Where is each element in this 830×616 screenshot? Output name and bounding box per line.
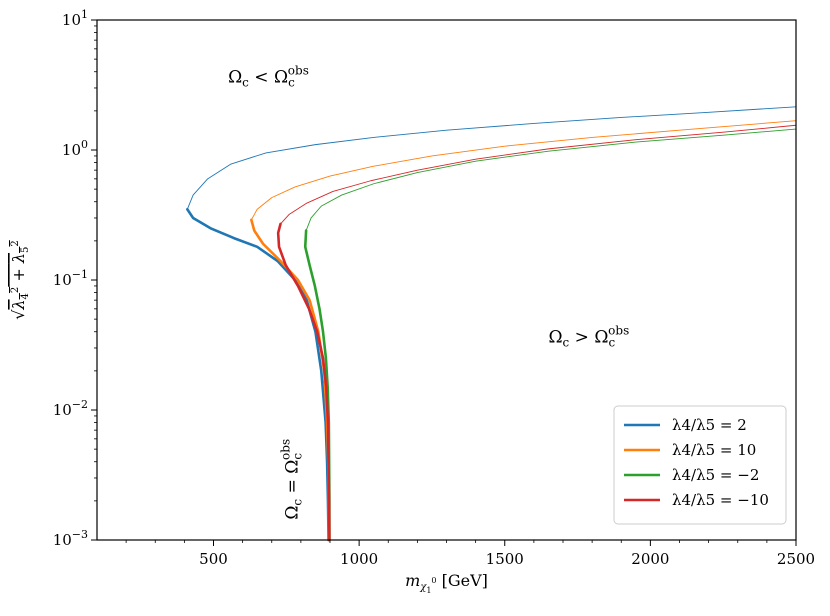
annotations-layer: Ωc < Ωcobs Ωc > Ωcobs Ωc = Ωcobs [228, 64, 629, 520]
legend-box [613, 405, 787, 525]
ticks-layer: 500 1000 1500 2000 2500 10−3 10−2 10−1 100 101 [53, 8, 815, 568]
x-tick-label-0: 500 [199, 550, 228, 568]
y-axis-label: √λ42 + λ52 [9, 240, 31, 320]
legend-label-1: λ4/λ5 = 10 [672, 441, 756, 459]
annotation-under: Ωc < Ωcobs [228, 64, 309, 90]
y-tick-label-4: 101 [62, 8, 88, 29]
x-axis-label: mχ10 [GeV] [405, 571, 488, 595]
series-3-branch-lower [276, 222, 331, 542]
x-tick-label-1: 1000 [340, 550, 378, 568]
annotation-over: Ωc > Ωcobs [548, 324, 629, 350]
y-tick-label-3: 100 [62, 138, 88, 159]
x-tick-label-2: 1500 [486, 550, 524, 568]
series-layer [185, 106, 797, 542]
series-1-branch-upper [250, 120, 797, 221]
series-3-branch-upper [280, 124, 797, 225]
y-tick-label-0: 10−3 [53, 528, 88, 549]
legend-label-2: λ4/λ5 = −2 [672, 466, 759, 484]
legend-items: λ4/λ5 = 2 λ4/λ5 = 10 λ4/λ5 = −2 λ4/λ5 = −10 [624, 416, 769, 509]
series-0-branch-upper [186, 106, 797, 210]
x-tick-label-4: 2500 [777, 550, 815, 568]
y-tick-label-1: 10−2 [53, 398, 88, 419]
x-tick-label-3: 2000 [631, 550, 669, 568]
annotation-equal: Ωc = Ωcobs [279, 439, 305, 520]
y-tick-label-2: 10−1 [53, 268, 88, 289]
legend: λ4/λ5 = 2 λ4/λ5 = 10 λ4/λ5 = −2 λ4/λ5 = −10 [613, 405, 787, 525]
legend-label-3: λ4/λ5 = −10 [672, 491, 769, 509]
legend-label-0: λ4/λ5 = 2 [672, 416, 747, 434]
series-2-branch-upper [305, 128, 797, 231]
